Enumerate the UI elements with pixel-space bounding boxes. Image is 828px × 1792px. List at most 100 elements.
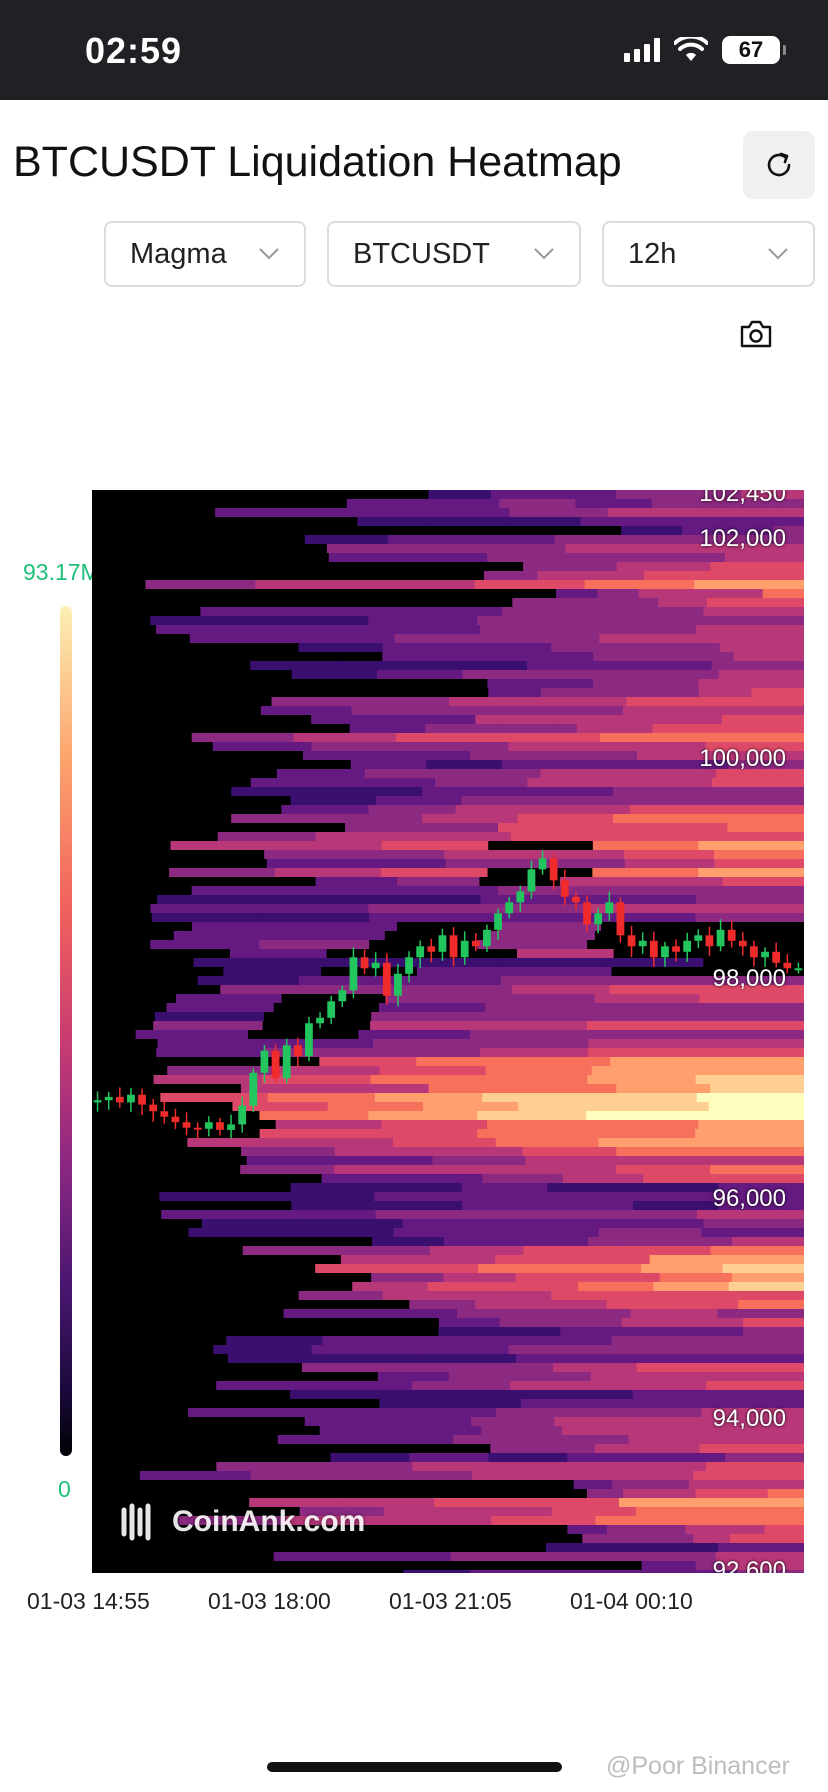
heatmap-cell — [346, 499, 424, 508]
heatmap-cell — [311, 742, 411, 751]
heatmap-cell — [409, 742, 510, 751]
heatmap-cell — [486, 1120, 594, 1129]
heatmap-cell — [619, 1534, 658, 1543]
heatmap-cell — [362, 1552, 452, 1561]
heatmap-cell — [706, 832, 804, 841]
refresh-icon — [767, 152, 791, 177]
heatmap-cell — [220, 985, 319, 994]
heatmap-cell — [731, 1489, 769, 1498]
heatmap-cell — [368, 805, 457, 814]
candle-body — [683, 940, 692, 952]
heatmap-cell — [293, 922, 397, 931]
heatmap-cell — [589, 1210, 698, 1219]
heatmap-cell — [701, 886, 804, 895]
heatmap-cell — [586, 616, 697, 625]
heatmap-cell — [695, 1561, 724, 1570]
heatmap-cell — [590, 1372, 663, 1381]
heatmap-cell — [484, 571, 539, 580]
heatmap-cell — [587, 1012, 697, 1021]
heatmap-cell — [188, 1408, 292, 1417]
candle-body — [93, 1100, 102, 1103]
heatmap-cell — [595, 1516, 701, 1525]
heatmap-cell — [448, 1372, 521, 1381]
heatmap-cell — [591, 1003, 699, 1012]
heatmap-cell — [361, 1471, 473, 1480]
heatmap-cell — [699, 1516, 804, 1525]
heatmap-cell — [719, 643, 804, 652]
heatmap-cell — [231, 787, 328, 796]
heatmap-cell — [480, 625, 590, 634]
color-scheme-select[interactable]: Magma — [104, 221, 306, 287]
heatmap-cell — [582, 1534, 621, 1543]
heatmap-cell — [540, 679, 594, 688]
heatmap-cell — [696, 1192, 804, 1201]
heatmap-cell — [711, 661, 804, 670]
heatmap-cell — [589, 1192, 698, 1201]
heatmap-cell — [726, 1255, 804, 1264]
heatmap-cell — [422, 814, 519, 823]
heatmap-cell — [710, 1165, 804, 1174]
heatmap-cell — [561, 1426, 644, 1435]
timeframe-select[interactable]: 12h — [602, 221, 815, 287]
heatmap-cell — [319, 1426, 402, 1435]
heatmap-cell — [295, 958, 399, 967]
heatmap-cell — [487, 679, 542, 688]
heatmap-cell — [397, 958, 500, 967]
heatmap-cell — [762, 589, 804, 598]
heatmap-cell — [255, 580, 367, 589]
heatmap-cell — [215, 508, 315, 517]
legend-min-label: 0 — [58, 1476, 71, 1502]
screenshot-button[interactable] — [738, 318, 774, 350]
heatmap-cell — [480, 895, 590, 904]
heatmap-cell — [699, 1444, 753, 1453]
heatmap-cell — [695, 616, 804, 625]
heatmap-cell — [743, 526, 775, 535]
heatmap-cell — [718, 1201, 804, 1210]
heatmap-cell — [428, 490, 493, 499]
heatmap-cell — [646, 1525, 687, 1534]
heatmap-cell — [532, 706, 624, 715]
heatmap-cell — [499, 499, 577, 508]
candle-body — [316, 1017, 324, 1024]
heatmap-cell — [698, 841, 804, 850]
refresh-button[interactable] — [743, 131, 815, 199]
heatmap-cell — [682, 526, 714, 535]
heatmap-cell — [175, 994, 282, 1003]
heatmap-cell — [698, 688, 753, 697]
heatmap-cell — [515, 1354, 613, 1363]
home-indicator[interactable] — [267, 1762, 562, 1772]
heatmap-cell — [554, 1417, 639, 1426]
candle-body — [382, 962, 391, 996]
heatmap-cell — [151, 913, 262, 922]
heatmap-cell — [720, 535, 804, 544]
heatmap-cell — [450, 1399, 522, 1408]
candle-body — [427, 946, 436, 952]
heatmap-cell — [413, 832, 512, 841]
symbol-select[interactable]: BTCUSDT — [327, 221, 581, 287]
heatmap-cell — [491, 490, 555, 499]
heatmap-cell — [608, 1462, 708, 1471]
heatmap-cell — [443, 1237, 517, 1246]
heatmap-cell — [498, 823, 576, 832]
heatmap-cell — [616, 1084, 712, 1093]
candle-body — [182, 1122, 191, 1128]
heatmap-cell — [551, 1291, 637, 1300]
heatmap-cell — [461, 1390, 549, 1399]
heatmap-cell — [695, 904, 804, 913]
heatmap-cell — [323, 1354, 421, 1363]
heatmap-cell — [641, 1561, 670, 1570]
heatmap-cell — [710, 1246, 804, 1255]
heatmap-cell — [584, 580, 696, 589]
heatmap-cell — [369, 913, 479, 922]
status-icons: 67 — [624, 36, 786, 64]
heatmap-cell — [652, 724, 730, 733]
candle-body — [572, 896, 580, 903]
heatmap-cell — [527, 661, 621, 670]
heatmap-cell — [340, 1255, 420, 1264]
heatmap-cell — [512, 598, 562, 607]
heatmap-cell — [375, 1210, 484, 1219]
heatmap-cell — [543, 1309, 632, 1318]
heatmap-cell — [616, 490, 680, 499]
heatmap-cell — [559, 877, 643, 886]
liquidation-heatmap-chart[interactable]: 102,450 102,000 100,000 98,000 96,000 94,000 9… — [92, 490, 804, 1573]
